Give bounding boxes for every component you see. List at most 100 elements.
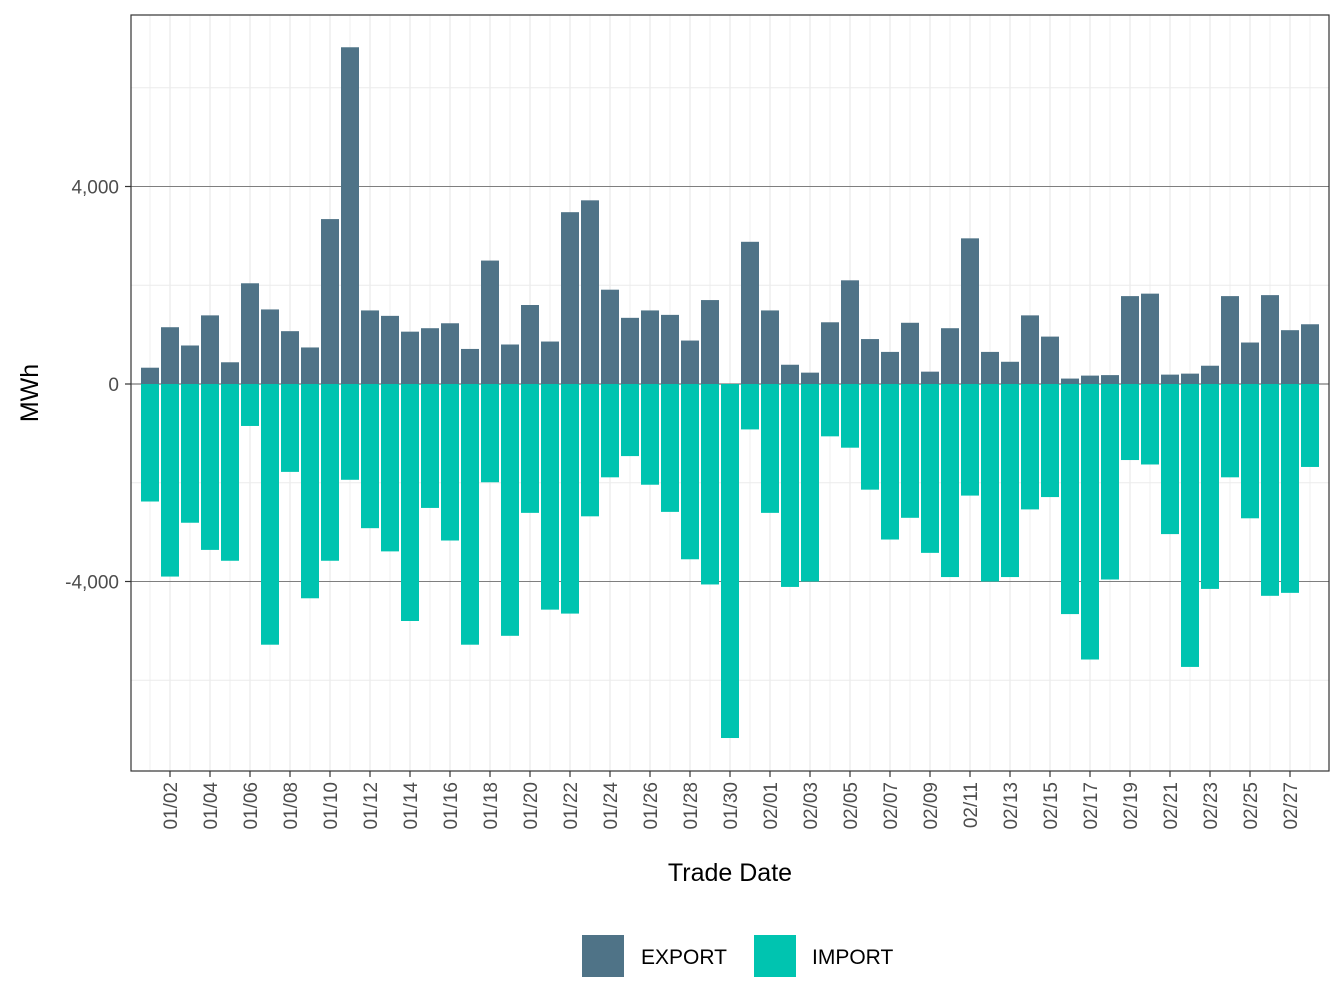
bar-export (301, 347, 319, 384)
bar-export (181, 345, 199, 384)
bar-import (421, 384, 439, 508)
bar-import (721, 384, 739, 739)
bar-import (301, 384, 319, 599)
bar-export (321, 219, 339, 384)
x-tick-label: 01/12 (361, 782, 382, 830)
legend-label-export: EXPORT (641, 946, 727, 969)
bar-import (1181, 384, 1199, 667)
bar-export (1081, 375, 1099, 384)
bar-import (901, 384, 919, 518)
bar-export (741, 241, 759, 384)
x-axis-title: Trade Date (668, 859, 792, 887)
bar-import (341, 384, 359, 480)
bar-export (421, 328, 439, 384)
bar-import (1201, 384, 1219, 589)
bar-export (801, 372, 819, 384)
bar-import (321, 384, 339, 561)
legend-label-import: IMPORT (812, 946, 893, 969)
bar-import (1261, 384, 1279, 596)
bar-import (641, 384, 659, 485)
bar-import (1001, 384, 1019, 578)
bar-import (181, 384, 199, 523)
bar-import (801, 384, 819, 582)
bar-import (881, 384, 899, 540)
y-tick-label: -4,000 (65, 573, 119, 594)
bar-import (1221, 384, 1239, 478)
bar-export (461, 348, 479, 384)
x-tick-label: 02/09 (921, 782, 942, 830)
bar-export (481, 260, 499, 384)
bar-export (621, 317, 639, 384)
bar-import (161, 384, 179, 577)
x-tick-label: 01/16 (441, 782, 462, 830)
x-axis: 01/02 01/04 01/06 01/08 01/10 01/12 01/14 01/16… (161, 771, 1302, 830)
bar-export (841, 280, 859, 384)
bar-import (521, 384, 539, 513)
bar-import (501, 384, 519, 636)
bar-export (161, 327, 179, 384)
bar-export (781, 364, 799, 384)
bar-export (1301, 324, 1319, 384)
bar-import (701, 384, 719, 585)
bar-export (1021, 315, 1039, 384)
bar-export (361, 310, 379, 384)
x-tick-label: 02/19 (1121, 782, 1142, 830)
bar-import (761, 384, 779, 513)
x-tick-label: 01/10 (321, 782, 342, 830)
bar-export (761, 310, 779, 384)
x-tick-label: 02/01 (761, 782, 782, 830)
bar-import (821, 384, 839, 437)
bar-export (441, 323, 459, 384)
bar-export (561, 212, 579, 384)
bar-import (621, 384, 639, 457)
bar-import (681, 384, 699, 560)
bar-import (481, 384, 499, 483)
bar-import (441, 384, 459, 541)
bar-import (361, 384, 379, 529)
bar-export (921, 371, 939, 384)
bar-import (261, 384, 279, 645)
bar-export (1061, 378, 1079, 384)
bar-export (1281, 330, 1299, 384)
x-tick-label: 02/11 (961, 782, 982, 828)
x-tick-label: 01/26 (641, 782, 662, 830)
bar-import (741, 384, 759, 430)
bar-export (221, 362, 239, 384)
x-tick-label: 02/21 (1161, 782, 1182, 830)
bar-export (1001, 361, 1019, 384)
bar-import (1161, 384, 1179, 535)
bar-import (1121, 384, 1139, 461)
bar-import (961, 384, 979, 496)
bar-export (281, 331, 299, 384)
x-tick-label: 01/20 (521, 782, 542, 830)
bar-import (221, 384, 239, 561)
bar-import (841, 384, 859, 448)
bar-export (521, 305, 539, 384)
bar-export (701, 300, 719, 384)
x-tick-label: 01/22 (561, 782, 582, 830)
bar-export (501, 344, 519, 384)
bar-export (1161, 374, 1179, 384)
legend: EXPORT IMPORT (582, 935, 893, 977)
x-tick-label: 02/17 (1081, 782, 1102, 830)
x-tick-label: 02/15 (1041, 782, 1062, 830)
bar-export (1221, 296, 1239, 384)
bar-export (901, 322, 919, 384)
bar-import (861, 384, 879, 490)
x-tick-label: 02/03 (801, 782, 822, 830)
bar-export (861, 339, 879, 384)
bar-export (1141, 293, 1159, 384)
x-tick-label: 02/25 (1241, 782, 1262, 830)
bar-export (1241, 342, 1259, 384)
bar-import (1081, 384, 1099, 660)
bar-export (681, 340, 699, 384)
bar-export (601, 289, 619, 384)
x-tick-label: 02/27 (1281, 782, 1302, 830)
x-tick-label: 01/28 (681, 782, 702, 830)
legend-swatch-export (582, 935, 624, 977)
bar-import (581, 384, 599, 517)
bar-import (941, 384, 959, 578)
bar-import (1061, 384, 1079, 615)
bar-export (941, 328, 959, 384)
